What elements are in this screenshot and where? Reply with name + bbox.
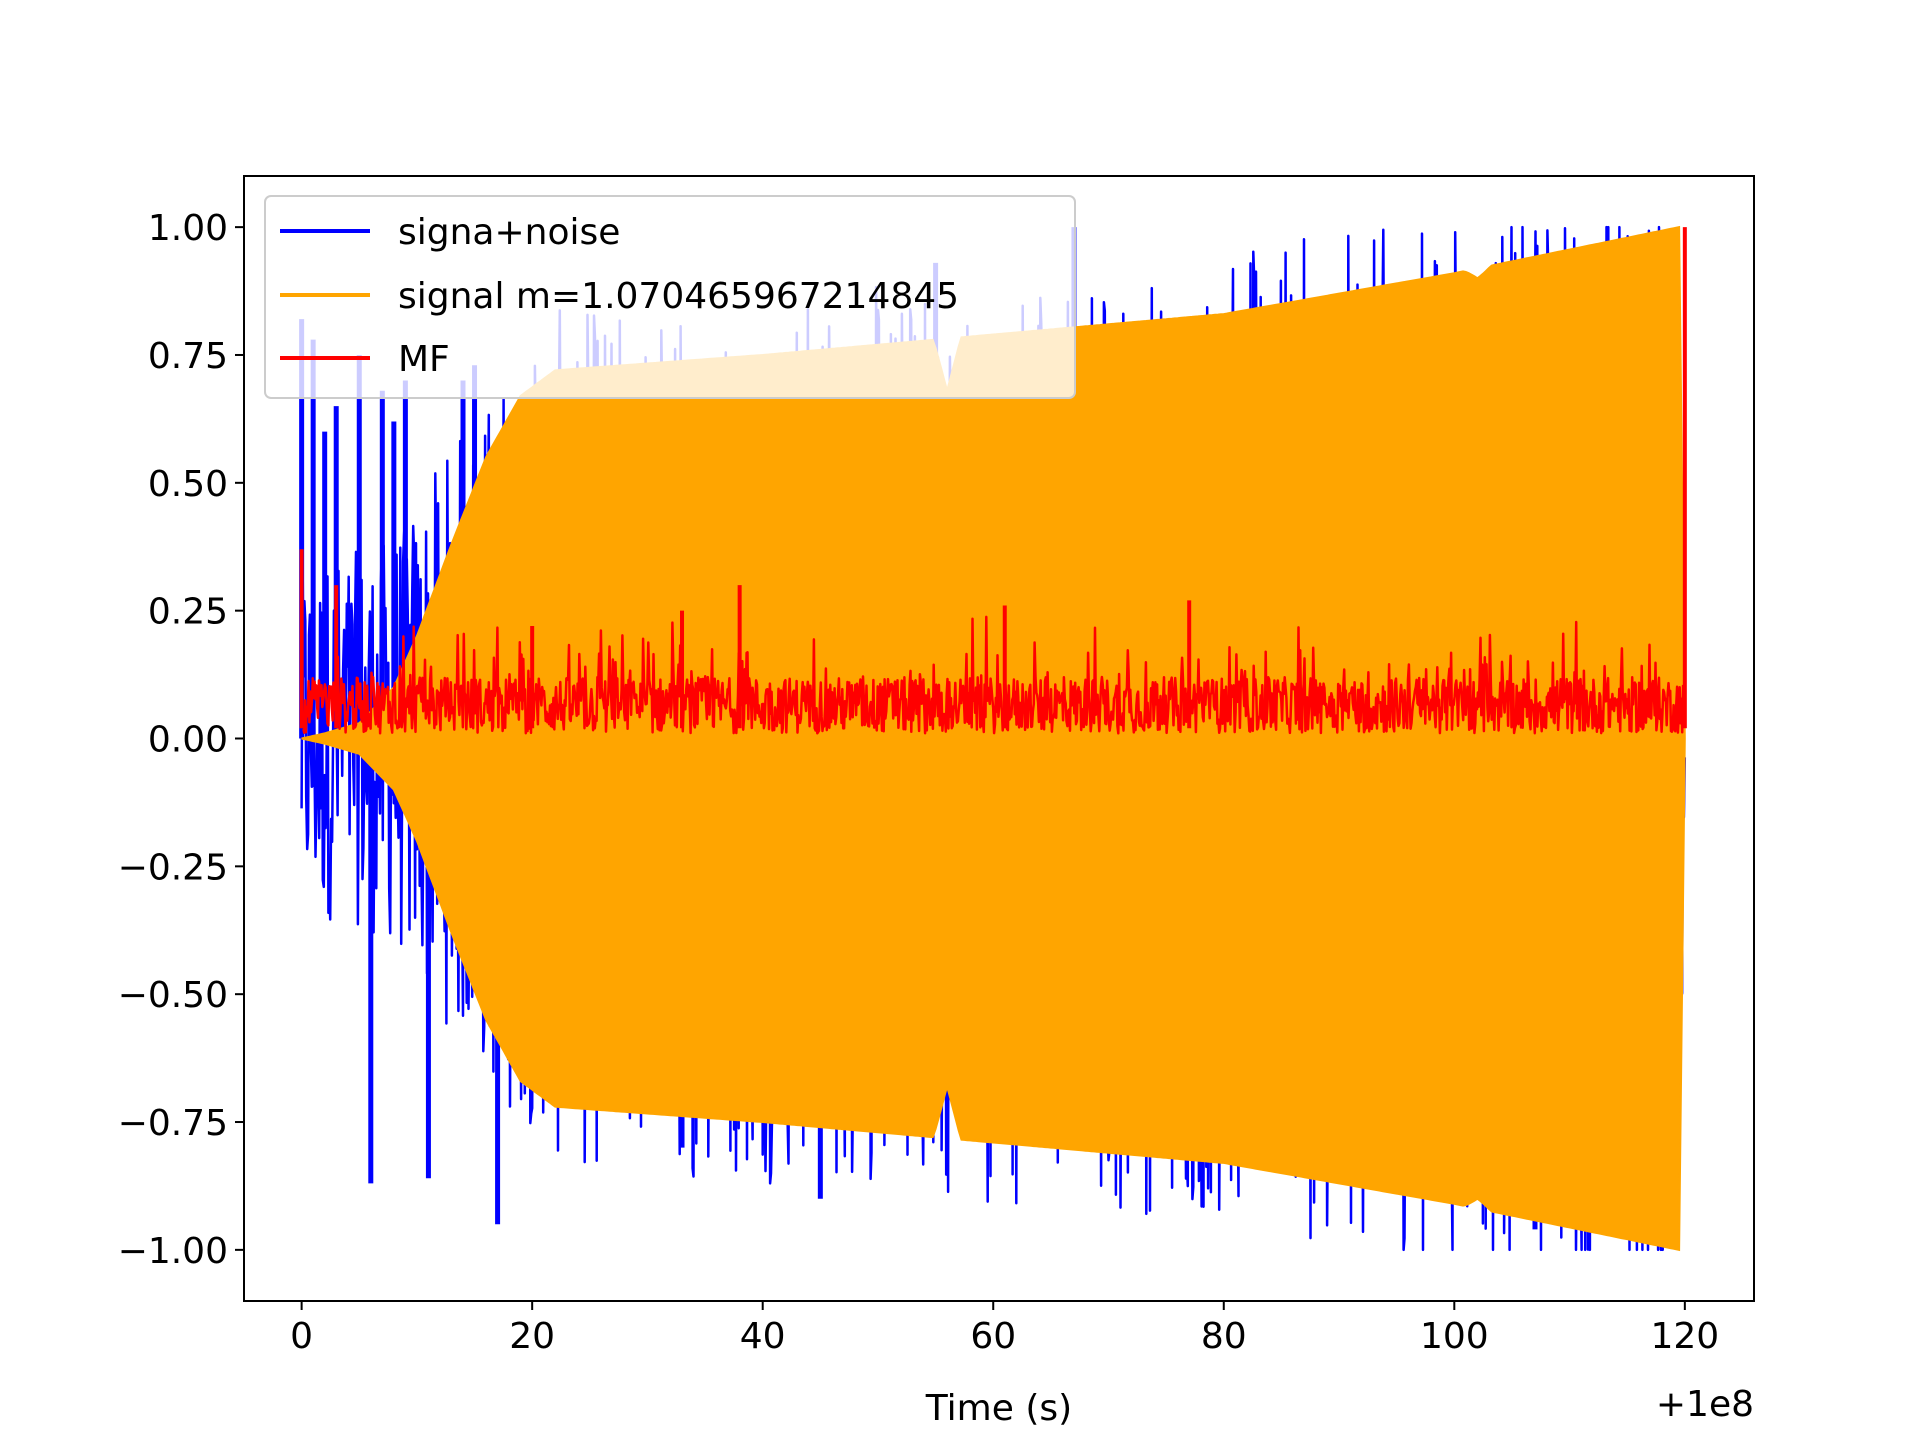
x-axis: 0 20 40 60 80 100 120 (290, 1301, 1719, 1357)
legend-label-mf: MF (398, 339, 450, 380)
y-tick-label: 0.25 (148, 592, 228, 633)
legend-label-signal: signal m=1.070465967214845 (398, 276, 959, 317)
y-tick-label: 0.50 (148, 464, 228, 505)
y-tick-label: 0.00 (148, 720, 228, 761)
legend-label-signal-noise: signa+noise (398, 212, 620, 253)
y-tick-label: −0.75 (118, 1103, 228, 1144)
y-tick-label: −0.25 (118, 847, 228, 888)
y-tick-label: −0.50 (118, 975, 228, 1016)
y-axis: 1.00 0.75 0.50 0.25 0.00 −0.25 −0.50 −0.75 −1.00 (118, 208, 244, 1272)
x-offset-label: +1e8 (1656, 1384, 1754, 1425)
plot-area (299, 225, 1687, 1252)
y-tick-label: 0.75 (148, 336, 228, 377)
legend-box (264, 195, 1076, 399)
x-tick-label: 60 (970, 1316, 1016, 1357)
x-tick-label: 20 (509, 1316, 555, 1357)
x-tick-label: 80 (1201, 1316, 1247, 1357)
x-tick-label: 100 (1420, 1316, 1489, 1357)
x-tick-label: 40 (740, 1316, 786, 1357)
y-tick-label: 1.00 (148, 208, 228, 249)
legend: signa+noise signal m=1.070465967214845 M… (264, 195, 1076, 399)
y-tick-label: −1.00 (118, 1231, 228, 1272)
x-axis-label: Time (s) (925, 1388, 1072, 1429)
x-tick-label: 0 (290, 1316, 313, 1357)
x-tick-label: 120 (1650, 1316, 1719, 1357)
